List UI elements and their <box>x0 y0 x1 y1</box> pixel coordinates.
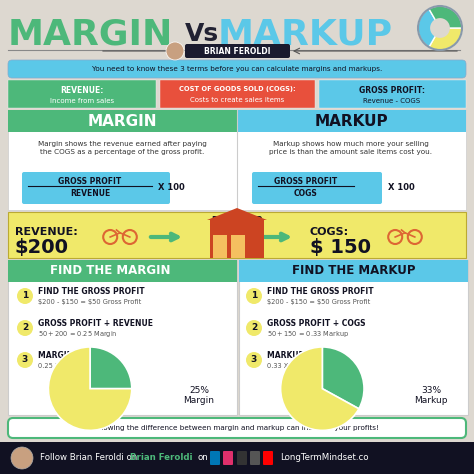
Text: Income from sales: Income from sales <box>50 98 114 104</box>
Text: Revenue - COGS: Revenue - COGS <box>364 98 420 104</box>
FancyBboxPatch shape <box>237 451 247 465</box>
Text: on: on <box>198 454 209 463</box>
Text: $200 - $150 = $50 Gross Profit: $200 - $150 = $50 Gross Profit <box>267 299 370 305</box>
Text: $50 + $200 = 0.25 Margin: $50 + $200 = 0.25 Margin <box>38 329 118 339</box>
Text: REVENUE: REVENUE <box>70 189 110 198</box>
Bar <box>239 260 468 282</box>
Circle shape <box>17 320 33 336</box>
Wedge shape <box>418 9 440 47</box>
Bar <box>8 110 237 132</box>
Text: MARGIN: MARGIN <box>87 113 157 128</box>
Wedge shape <box>429 28 462 50</box>
Text: GROSS PROFIT:: GROSS PROFIT: <box>359 85 425 94</box>
Text: MARGIN: MARGIN <box>8 17 173 51</box>
Circle shape <box>17 288 33 304</box>
Wedge shape <box>90 347 132 389</box>
Text: BIKE SHOP: BIKE SHOP <box>212 216 262 225</box>
Text: $ 150: $ 150 <box>310 238 371 257</box>
Bar <box>210 220 264 258</box>
Text: 0.33 X 100 = 33% Markup: 0.33 X 100 = 33% Markup <box>267 363 354 369</box>
Text: X 100: X 100 <box>158 182 185 191</box>
Text: 25%
Margin: 25% Margin <box>183 386 215 405</box>
Bar <box>0 442 474 474</box>
Bar <box>160 80 315 108</box>
Text: COGS: COGS <box>294 189 318 198</box>
Circle shape <box>11 447 33 469</box>
Text: Follow Brian Feroldi on: Follow Brian Feroldi on <box>40 454 137 463</box>
Text: MARKUP: MARKUP <box>218 17 393 51</box>
FancyBboxPatch shape <box>185 44 290 58</box>
Bar <box>319 80 466 108</box>
FancyBboxPatch shape <box>8 418 466 438</box>
Text: FIND THE GROSS PROFIT: FIND THE GROSS PROFIT <box>267 286 374 295</box>
Polygon shape <box>207 208 267 220</box>
Bar <box>8 212 466 258</box>
FancyBboxPatch shape <box>223 451 233 465</box>
Bar <box>237 110 466 132</box>
Text: MARGIN X 100: MARGIN X 100 <box>38 350 100 359</box>
Text: BRIAN FEROLDI: BRIAN FEROLDI <box>204 46 270 55</box>
Text: GROSS PROFIT: GROSS PROFIT <box>274 176 337 185</box>
Text: Markup shows how much more your selling
price is than the amount sale items cost: Markup shows how much more your selling … <box>270 141 432 155</box>
Bar <box>8 80 156 108</box>
Text: 1: 1 <box>22 292 28 301</box>
Circle shape <box>246 352 262 368</box>
Text: 0.25 X 100 = 25% Margin: 0.25 X 100 = 25% Margin <box>38 363 124 369</box>
Text: $200: $200 <box>15 238 69 257</box>
Text: COST OF GOODS SOLD (COGS):: COST OF GOODS SOLD (COGS): <box>179 86 295 92</box>
FancyBboxPatch shape <box>250 451 260 465</box>
Text: Brian Feroldi: Brian Feroldi <box>130 454 192 463</box>
Text: Costs to create sales items: Costs to create sales items <box>190 97 284 103</box>
Text: $50 + $150 = 0.33 Markup: $50 + $150 = 0.33 Markup <box>267 329 349 339</box>
Bar <box>213 235 227 258</box>
Bar <box>239 260 468 415</box>
Text: 1: 1 <box>251 292 257 301</box>
Text: X 100: X 100 <box>388 182 415 191</box>
Text: COGS:: COGS: <box>310 227 349 237</box>
Text: 2: 2 <box>251 323 257 332</box>
FancyBboxPatch shape <box>8 60 466 78</box>
Text: FIND THE GROSS PROFIT: FIND THE GROSS PROFIT <box>38 286 145 295</box>
Text: $200 - $150 = $50 Gross Profit: $200 - $150 = $50 Gross Profit <box>38 299 141 305</box>
Circle shape <box>430 18 450 38</box>
FancyBboxPatch shape <box>252 172 382 204</box>
Text: MARKUP: MARKUP <box>314 113 388 128</box>
Wedge shape <box>322 347 364 409</box>
Text: 33%
Markup: 33% Markup <box>415 386 448 405</box>
Circle shape <box>246 288 262 304</box>
Text: 2: 2 <box>22 323 28 332</box>
Bar <box>231 235 245 258</box>
Text: REVENUE:: REVENUE: <box>60 85 104 94</box>
Text: Vs: Vs <box>185 22 219 46</box>
Circle shape <box>17 352 33 368</box>
Text: GROSS PROFIT + COGS: GROSS PROFIT + COGS <box>267 319 365 328</box>
FancyBboxPatch shape <box>22 172 170 204</box>
Text: FIND THE MARGIN: FIND THE MARGIN <box>50 264 170 277</box>
Text: You need to know these 3 terms before you can calculate margins and markups.: You need to know these 3 terms before yo… <box>92 66 382 72</box>
Wedge shape <box>48 347 132 430</box>
Circle shape <box>166 42 184 60</box>
Text: Margin shows the revenue earned after paying
the COGS as a percentage of the gro: Margin shows the revenue earned after pa… <box>37 141 207 155</box>
Circle shape <box>246 320 262 336</box>
Text: 3: 3 <box>22 356 28 365</box>
Bar <box>8 110 466 210</box>
Text: MARKUP X 100: MARKUP X 100 <box>267 350 331 359</box>
FancyBboxPatch shape <box>263 451 273 465</box>
Text: GROSS PROFIT: GROSS PROFIT <box>58 176 122 185</box>
Bar <box>8 260 237 282</box>
Wedge shape <box>429 6 462 28</box>
Text: FIND THE MARKUP: FIND THE MARKUP <box>292 264 416 277</box>
Bar <box>210 220 264 230</box>
Text: LongTermMindset.co: LongTermMindset.co <box>280 454 368 463</box>
FancyBboxPatch shape <box>210 451 220 465</box>
Text: GROSS PROFIT + REVENUE: GROSS PROFIT + REVENUE <box>38 319 153 328</box>
Wedge shape <box>281 347 359 430</box>
Bar <box>8 260 237 415</box>
Text: REVENUE:: REVENUE: <box>15 227 78 237</box>
Text: Knowing the difference between margin and markup can increase your profits!: Knowing the difference between margin an… <box>94 425 380 431</box>
Text: 3: 3 <box>251 356 257 365</box>
